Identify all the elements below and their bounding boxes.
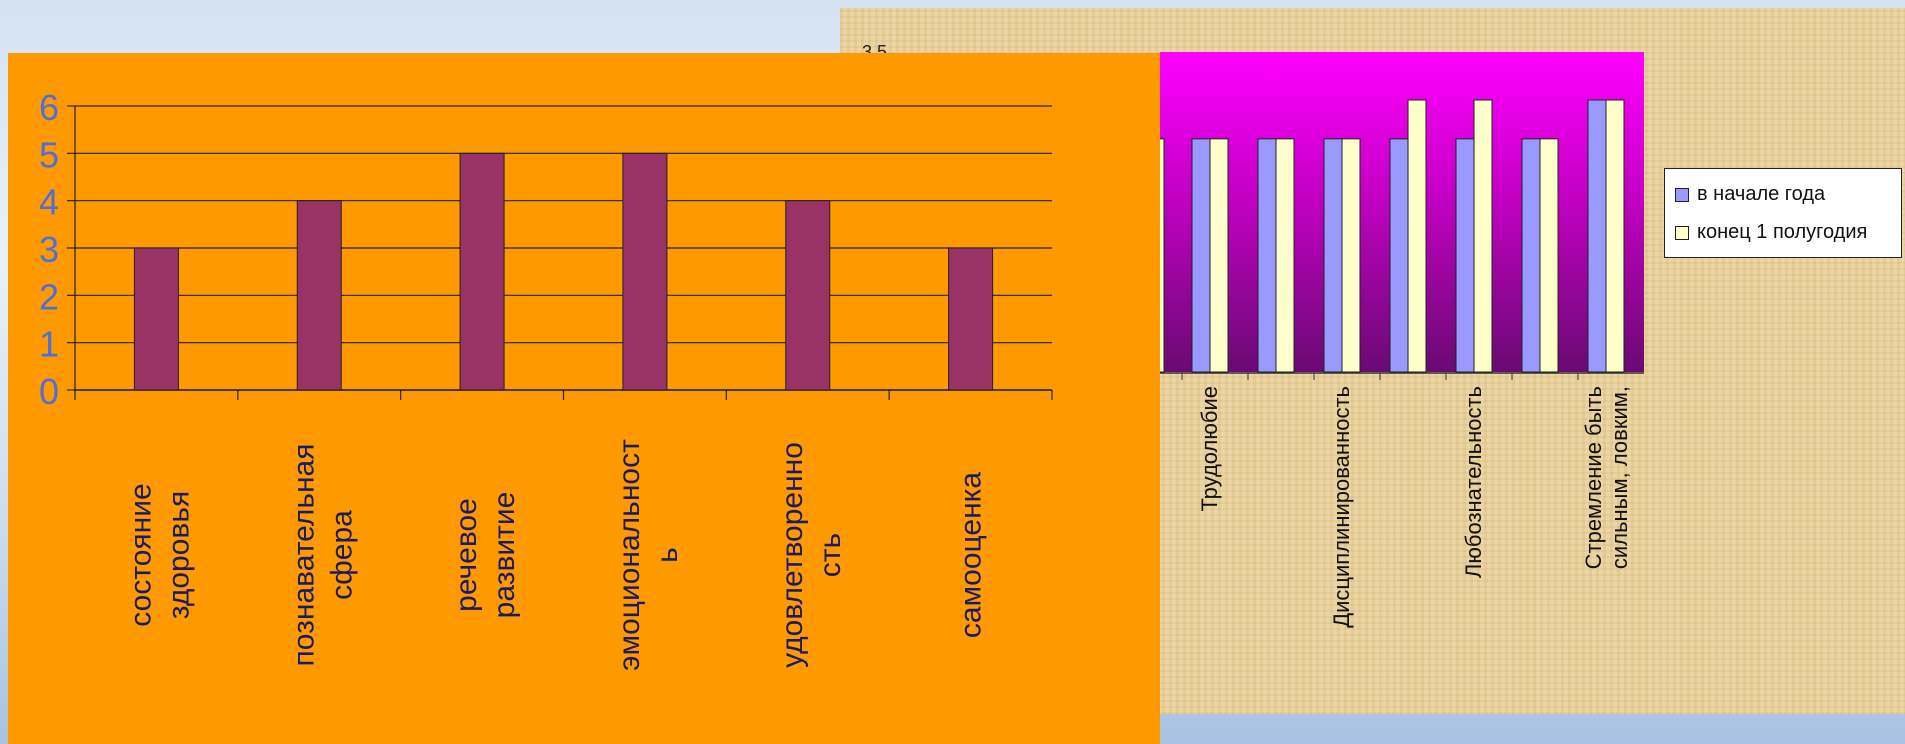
back-category-label-line: Трудолюбие <box>1197 386 1222 512</box>
front-category-label-line: эмоциональност <box>613 439 646 671</box>
back-bar-end-of-half <box>1605 99 1625 373</box>
front-bar <box>622 152 668 391</box>
back-category-label-line: Дисциплинированность <box>1329 386 1354 628</box>
back-bar-end-of-half <box>1275 138 1295 373</box>
front-category-label-line: познавательная <box>287 444 320 667</box>
back-category-label-line: сильным, ловким, <box>1607 386 1632 569</box>
back-category-label-line: Стремление быть <box>1581 386 1606 569</box>
front-bar <box>296 200 342 391</box>
front-y-tick-label: 4 <box>39 182 59 223</box>
front-category-label: познавательная сфера <box>287 444 358 667</box>
front-category-label-line: удовлетворенно <box>776 442 809 668</box>
front-category-label-line: ь <box>651 547 684 563</box>
front-category-label: самооценка <box>955 472 988 639</box>
front-y-tick-label: 2 <box>39 276 59 317</box>
back-category-label-line: Любознательность <box>1461 386 1486 578</box>
front-category-label-line: развитие <box>488 492 521 619</box>
legend-item-end-of-half: конец 1 полугодия <box>1675 221 1867 244</box>
front-category-label-line: самооценка <box>955 472 988 639</box>
front-category-label: речевое развитие <box>450 492 521 619</box>
legend-label: конец 1 полугодия <box>1697 221 1868 243</box>
legend-swatch-start-of-year <box>1675 187 1689 202</box>
back-bar-end-of-half <box>1209 138 1229 373</box>
back-category-label: Дисциплинированность <box>1329 386 1354 628</box>
back-bar-end-of-half <box>1407 99 1427 373</box>
front-bar <box>459 152 505 391</box>
front-y-tick-label: 5 <box>39 134 59 175</box>
front-y-tick-label: 1 <box>39 324 59 365</box>
front-category-label: удовлетворенно сть <box>776 442 847 668</box>
front-category-label-line: сфера <box>325 510 358 600</box>
front-category-label-line: сть <box>814 533 847 577</box>
front-bar <box>785 200 831 391</box>
front-category-label-line: состояние <box>124 483 157 626</box>
front-bar <box>948 247 994 391</box>
back-category-label: Стремление бытьсильным, ловким, <box>1581 386 1632 569</box>
front-category-label: состояние здоровья <box>124 483 195 626</box>
legend-swatch-end-of-half <box>1675 225 1689 240</box>
back-category-label: Трудолюбие <box>1197 386 1222 512</box>
back-bar-end-of-half <box>1341 138 1361 373</box>
legend-item-start-of-year: в начале года <box>1675 183 1825 206</box>
back-bar-end-of-half <box>1539 138 1559 373</box>
back-category-label: Любознательность <box>1461 386 1486 578</box>
front-category-label-line: здоровья <box>162 491 195 619</box>
legend-label: в начале года <box>1697 183 1826 205</box>
front-category-label: эмоциональност ь <box>613 439 684 671</box>
front-y-tick-label: 0 <box>39 371 59 412</box>
back-bar-end-of-half <box>1473 99 1493 373</box>
front-chart-panel <box>8 53 1160 744</box>
front-y-tick-label: 3 <box>39 229 59 270</box>
legend: в начале года конец 1 полугодия <box>1664 168 1902 258</box>
front-y-tick-label: 6 <box>39 87 59 128</box>
front-bar <box>133 247 179 391</box>
front-category-label-line: речевое <box>450 498 483 612</box>
